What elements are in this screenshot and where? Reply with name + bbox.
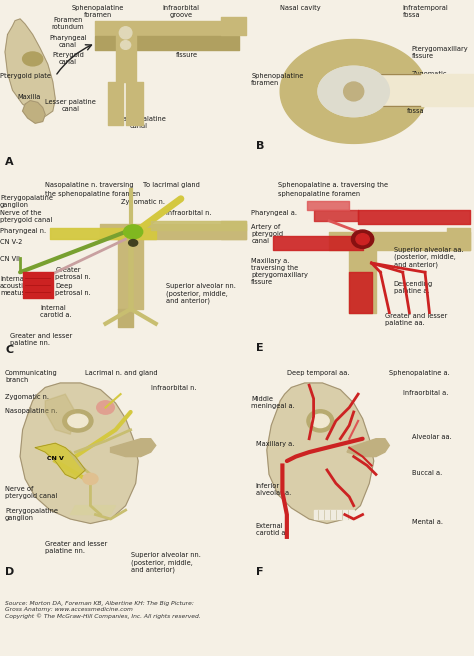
Text: To lacrimal gland: To lacrimal gland [143, 182, 200, 188]
Circle shape [128, 239, 137, 246]
Text: CN VII: CN VII [0, 256, 20, 262]
Text: Zygomatic n.: Zygomatic n. [5, 394, 49, 400]
Text: Maxilla: Maxilla [18, 94, 41, 100]
Text: Greater and lesser
palatine nn.: Greater and lesser palatine nn. [45, 541, 108, 554]
Polygon shape [314, 510, 354, 519]
Text: Superior alveolar nn.
(posterior, middle,
and anterior): Superior alveolar nn. (posterior, middle… [166, 283, 236, 304]
Ellipse shape [311, 414, 329, 428]
Text: Nasal cavity: Nasal cavity [280, 5, 321, 11]
Text: Pterygopalatine
ganglion: Pterygopalatine ganglion [5, 508, 58, 521]
Text: Pterygoid plate: Pterygoid plate [0, 73, 51, 79]
Ellipse shape [63, 410, 93, 432]
Ellipse shape [119, 27, 132, 39]
Text: Zygomatic
arch: Zygomatic arch [411, 71, 447, 84]
Text: Pterygoid
fissure: Pterygoid fissure [176, 45, 208, 58]
Polygon shape [5, 19, 55, 116]
Text: Infraorbital n.: Infraorbital n. [166, 210, 211, 216]
Text: C: C [5, 345, 13, 355]
Polygon shape [358, 74, 474, 106]
Text: Pterygoid
canal: Pterygoid canal [52, 52, 84, 65]
Text: Mental a.: Mental a. [411, 519, 443, 525]
Text: Communicating
branch: Communicating branch [5, 369, 58, 382]
Text: Infratemporal
fossa: Infratemporal fossa [403, 5, 448, 18]
Text: B: B [255, 141, 264, 152]
Polygon shape [280, 39, 427, 144]
Circle shape [23, 52, 43, 66]
Text: Sphenopalatine a.: Sphenopalatine a. [389, 369, 450, 376]
Text: Greater
petrosal n.: Greater petrosal n. [55, 267, 91, 279]
Polygon shape [318, 66, 389, 117]
Text: Sphenopalatine
foramen: Sphenopalatine foramen [251, 73, 303, 85]
Text: Pharyngeal
canal: Pharyngeal canal [49, 35, 87, 48]
Text: sphenopalatine foramen: sphenopalatine foramen [278, 192, 360, 197]
Text: Greater and lesser
palatine nn.: Greater and lesser palatine nn. [10, 333, 73, 346]
Text: Sphenopalatine
foramen: Sphenopalatine foramen [72, 5, 124, 18]
Text: Nasopalatine n. traversing: Nasopalatine n. traversing [45, 182, 134, 188]
Text: Buccal a.: Buccal a. [411, 470, 442, 476]
Polygon shape [35, 443, 85, 479]
Text: A: A [5, 157, 14, 167]
Text: Descending
palatine a.: Descending palatine a. [394, 281, 433, 295]
Text: CN V-2: CN V-2 [0, 239, 22, 245]
Ellipse shape [68, 414, 88, 428]
Text: Lesser palatine
canal: Lesser palatine canal [45, 99, 96, 112]
Text: Middle
meningeal a.: Middle meningeal a. [251, 396, 295, 409]
Polygon shape [267, 383, 374, 523]
Circle shape [351, 230, 374, 249]
Text: Maxillary a.
traversing the
pterygomaxillary
fissure: Maxillary a. traversing the pterygomaxil… [251, 258, 308, 285]
Text: Alveolar aa.: Alveolar aa. [411, 434, 451, 440]
Text: Deep
petrosal n.: Deep petrosal n. [55, 283, 91, 297]
Circle shape [124, 225, 143, 239]
Text: Infraorbital a.: Infraorbital a. [403, 390, 448, 396]
Text: the sphenopalatine foramen: the sphenopalatine foramen [45, 192, 140, 197]
Text: Nerve of the
pterygoid canal: Nerve of the pterygoid canal [0, 210, 52, 223]
Text: Superior alveolar aa.
(posterior, middle,
and anterior): Superior alveolar aa. (posterior, middle… [394, 247, 464, 268]
Polygon shape [347, 439, 389, 457]
Text: Deep temporal aa.: Deep temporal aa. [287, 369, 349, 376]
Text: Infraorbital
groove: Infraorbital groove [163, 5, 200, 18]
Text: Superior alveolar nn.
(posterior, middle,
and anterior): Superior alveolar nn. (posterior, middle… [131, 552, 201, 573]
Text: Pharyngeal a.: Pharyngeal a. [251, 210, 297, 216]
Ellipse shape [344, 82, 364, 101]
Text: Inferior
alveolar a.: Inferior alveolar a. [255, 483, 291, 497]
Text: Foramen
rotundum: Foramen rotundum [52, 17, 84, 30]
Polygon shape [20, 383, 138, 523]
Ellipse shape [120, 41, 131, 49]
Polygon shape [110, 439, 156, 457]
Ellipse shape [97, 401, 114, 414]
Text: Infraorbital n.: Infraorbital n. [151, 385, 196, 391]
Text: Pterygopalatine
fossa: Pterygopalatine fossa [407, 101, 460, 114]
Text: Zygomatic n.: Zygomatic n. [120, 199, 164, 205]
Text: Artery of
pterygoid
canal: Artery of pterygoid canal [251, 224, 283, 245]
Polygon shape [70, 506, 116, 514]
Circle shape [356, 234, 369, 245]
Text: Pharyngeal n.: Pharyngeal n. [0, 228, 46, 234]
Ellipse shape [307, 410, 334, 432]
Ellipse shape [83, 474, 98, 484]
Text: F: F [255, 567, 263, 577]
Text: E: E [255, 343, 263, 353]
Text: Nerve of
pterygoid canal: Nerve of pterygoid canal [5, 485, 57, 499]
Text: Sphenopalatine a. traversing the: Sphenopalatine a. traversing the [278, 182, 388, 188]
Text: Pterygopalatine
ganglion: Pterygopalatine ganglion [0, 195, 53, 208]
Text: D: D [5, 567, 14, 577]
Text: Maxillary a.: Maxillary a. [255, 441, 294, 447]
Text: Internal
acoustic
meatus: Internal acoustic meatus [0, 276, 27, 296]
Polygon shape [318, 66, 389, 117]
Text: Pterygomaxillary
fissure: Pterygomaxillary fissure [411, 46, 468, 59]
Text: Lacrimal n. and gland: Lacrimal n. and gland [85, 369, 158, 376]
Polygon shape [23, 100, 45, 123]
Polygon shape [45, 394, 75, 434]
Text: Source: Morton DA, Foreman KB, Albertine KH: The Big Picture:
Gross Anatomy: www: Source: Morton DA, Foreman KB, Albertine… [5, 602, 201, 619]
Text: Greater and lesser
palatine aa.: Greater and lesser palatine aa. [385, 313, 447, 325]
Text: Internal
carotid a.: Internal carotid a. [40, 305, 72, 318]
Text: Greater palatine
canal: Greater palatine canal [111, 116, 165, 129]
Text: CN V: CN V [47, 457, 64, 461]
Text: External
carotid a.: External carotid a. [255, 523, 287, 537]
Text: Nasopalatine n.: Nasopalatine n. [5, 407, 57, 413]
